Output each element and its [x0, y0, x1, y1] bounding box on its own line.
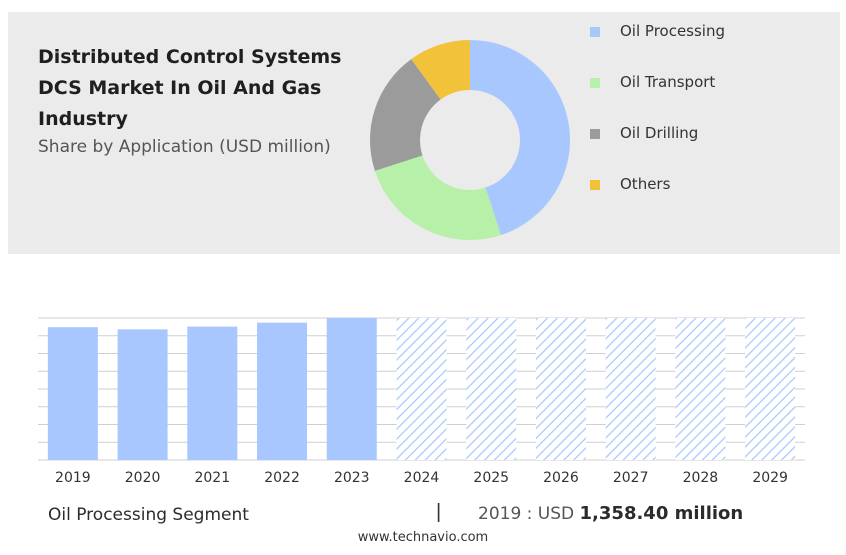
x-tick-label: 2025 — [473, 470, 509, 486]
footer-separator: | — [436, 501, 442, 523]
bar-forecast-2027 — [605, 318, 656, 460]
segment-value-prefix: 2019 : USD — [478, 504, 580, 524]
x-tick-label: 2029 — [752, 470, 788, 486]
source-link[interactable]: www.technavio.com — [357, 530, 489, 545]
bar-forecast-2026 — [535, 318, 586, 460]
x-tick-label: 2023 — [334, 470, 370, 486]
bar-2022 — [257, 322, 308, 460]
x-tick-label: 2022 — [264, 470, 300, 486]
segment-value: 2019 : USD 1,358.40 million — [478, 503, 743, 524]
bar-forecast-2025 — [466, 318, 517, 460]
legend-item-oil-drilling: Oil Drilling — [590, 124, 790, 144]
bar-chart: 2019 2020 2021 2022 2023 2024 2025 2026 2027 2028… — [38, 317, 805, 486]
legend-item-oil-processing: Oil Processing — [590, 22, 790, 42]
x-tick-label: 2020 — [125, 470, 161, 486]
x-tick-label: 2026 — [543, 470, 579, 486]
segment-value-amount: 1,358.40 million — [579, 503, 744, 524]
legend-label: Oil Drilling — [620, 124, 699, 142]
x-tick-label: 2028 — [683, 470, 719, 486]
bar-forecast-2029 — [745, 318, 796, 460]
legend-label: Oil Transport — [620, 73, 716, 91]
x-tick-label: 2024 — [404, 470, 440, 486]
legend-swatch — [590, 129, 600, 139]
bar-2020 — [117, 329, 168, 460]
legend-item-others: Others — [590, 175, 790, 195]
legend-item-oil-transport: Oil Transport — [590, 73, 790, 93]
bar-forecast-2024 — [396, 318, 447, 460]
donut-slice-oil-transport — [374, 155, 501, 240]
x-tick-label: 2027 — [613, 470, 649, 486]
donut-chart — [370, 40, 570, 240]
bar-2023 — [326, 318, 377, 460]
bar-forecast-2028 — [675, 318, 726, 460]
legend-label: Oil Processing — [620, 22, 726, 40]
legend-label: Others — [620, 175, 671, 193]
chart-title: Distributed Control Systems DCS Market I… — [38, 46, 342, 130]
segment-label: Oil Processing Segment — [48, 505, 249, 525]
bar-2021 — [187, 326, 238, 460]
donut-slice-oil-drilling — [370, 59, 441, 171]
x-tick-label: 2019 — [55, 470, 91, 486]
legend-swatch — [590, 27, 600, 37]
chart-subtitle: Share by Application (USD million) — [38, 137, 331, 157]
donut-slice-oil-processing — [470, 40, 570, 236]
legend-swatch — [590, 78, 600, 88]
bar-2019 — [47, 327, 98, 460]
donut-slice-others — [411, 40, 470, 100]
x-tick-label: 2021 — [194, 470, 230, 486]
legend-swatch — [590, 180, 600, 190]
